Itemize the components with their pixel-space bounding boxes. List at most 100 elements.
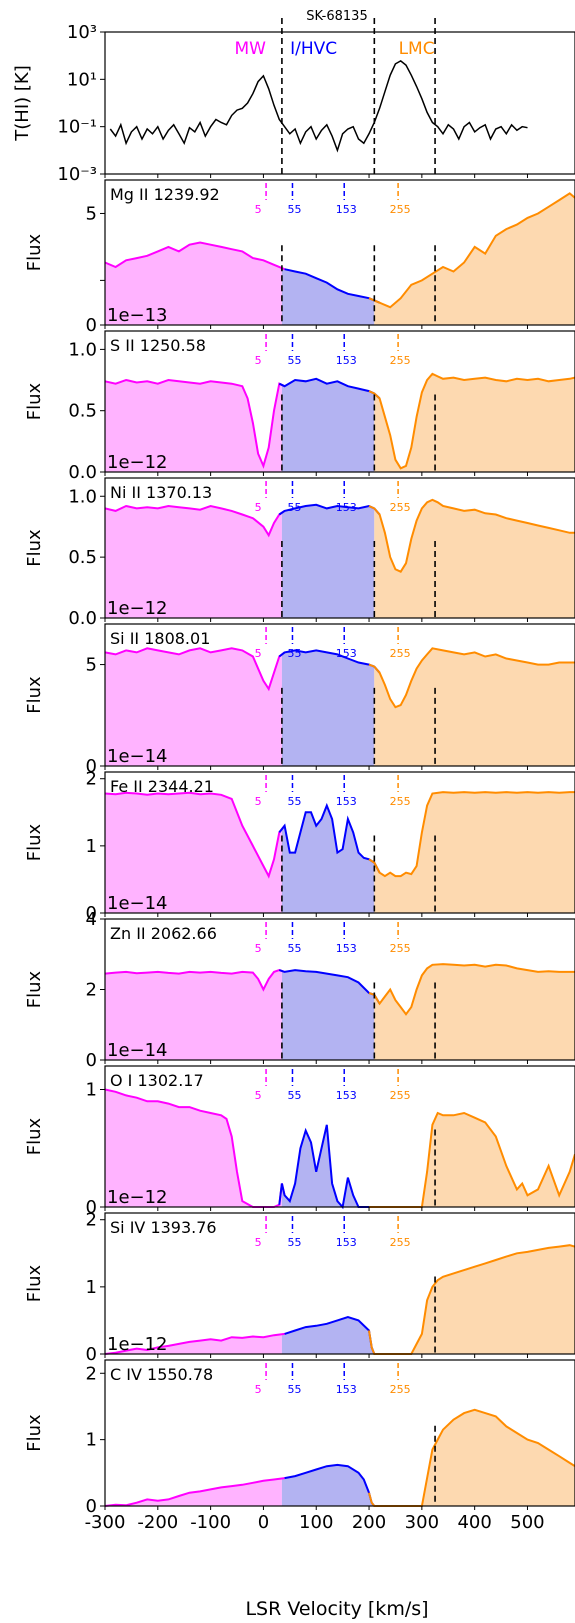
mg2-marker-label-3: 255 (390, 203, 411, 216)
si4-frame (104, 1212, 575, 1355)
x-axis-label: LSR Velocity [km/s] (245, 1598, 428, 1620)
xtick-label-3: 0 (258, 1512, 269, 1533)
mg2-marker-label-0: 5 (255, 203, 262, 216)
fe2-marker-label-0: 5 (255, 795, 262, 808)
ni2-ion-label: Ni II 1370.13 (110, 483, 212, 502)
ni2-ytick-label-2: 1.0 (68, 486, 97, 507)
ni2-frame (104, 477, 575, 619)
mg2-frame (104, 179, 575, 326)
hi-ytick-label-2: 10¹ (67, 69, 97, 90)
mg2-ylabel: Flux (24, 233, 45, 271)
c4-ytick-label-0: 0 (86, 1496, 97, 1517)
ni2-line-0 (104, 504, 286, 538)
region-label-0: MW (234, 39, 266, 59)
zn2-region-fill-0 (105, 970, 282, 1060)
mg2-region-fill-2 (374, 193, 575, 325)
si4-marker-label-3: 255 (390, 1236, 411, 1249)
hi-ytick-label-0: 10⁻³ (57, 164, 97, 185)
ni2-exponent: 1e−12 (107, 598, 168, 619)
region-label-1: I/HVC (290, 39, 337, 59)
si4-marker-label-0: 5 (255, 1236, 262, 1249)
zn2-ytick-label-0: 0 (86, 1050, 97, 1071)
c4-ylabel: Flux (24, 1414, 45, 1452)
o1-frame (104, 1065, 575, 1208)
s2-exponent: 1e−12 (107, 452, 168, 473)
zn2-ylabel: Flux (24, 970, 45, 1008)
fe2-line-0 (104, 791, 286, 879)
s2-ytick-label-2: 1.0 (68, 339, 97, 360)
s2-ytick-label-1: 0.5 (68, 401, 97, 422)
si4-marker-label-1: 55 (287, 1236, 301, 1249)
zn2-marker-label-1: 55 (287, 942, 301, 955)
zn2-ytick-label-1: 2 (86, 980, 97, 1001)
si4-region-fill-0 (105, 1334, 282, 1354)
si2-region-fill-1 (281, 650, 375, 766)
xtick-label-1: -200 (137, 1512, 178, 1533)
si4-ylabel: Flux (24, 1264, 45, 1302)
o1-marker-label-2: 153 (336, 1089, 357, 1102)
c4-frame (104, 1359, 575, 1507)
si4-marker-label-2: 153 (336, 1236, 357, 1249)
mg2-ion-label: Mg II 1239.92 (110, 185, 220, 204)
zn2-line-2 (368, 963, 575, 1016)
fe2-line-1 (278, 802, 381, 874)
mg2-region-fill-0 (105, 242, 282, 325)
ni2-ytick-label-0: 0.0 (68, 608, 97, 629)
s2-marker-label-1: 55 (287, 354, 301, 367)
si2-ytick-label-1: 5 (86, 655, 97, 676)
si4-region-fill-2 (374, 1245, 575, 1354)
fe2-ytick-label-2: 2 (86, 769, 97, 790)
o1-line-1 (278, 1124, 380, 1210)
c4-ytick-label-1: 1 (86, 1430, 97, 1451)
ni2-ylabel: Flux (24, 529, 45, 567)
s2-region-fill-0 (105, 380, 282, 472)
hi-frame (104, 31, 575, 175)
si2-exponent: 1e−14 (107, 746, 168, 767)
c4-marker-label-0: 5 (255, 1383, 262, 1396)
mg2-line-0 (104, 241, 285, 271)
fe2-marker-label-1: 55 (287, 795, 301, 808)
si2-ion-label: Si II 1808.01 (110, 629, 210, 648)
xtick-label-0: -300 (85, 1512, 126, 1533)
zn2-region-fill-2 (374, 964, 575, 1060)
zn2-exponent: 1e−14 (107, 1040, 168, 1061)
si2-ytick-label-0: 0 (86, 756, 97, 777)
c4-region-fill-1 (281, 1464, 375, 1506)
xtick-label-2: -100 (190, 1512, 231, 1533)
s2-marker-label-0: 5 (255, 354, 262, 367)
si2-region-fill-2 (374, 648, 575, 766)
fe2-exponent: 1e−14 (107, 893, 168, 914)
region-label-2: LMC (399, 39, 435, 59)
hi-ylabel: T(HI) [K] (12, 65, 33, 141)
fe2-marker-label-3: 255 (390, 795, 411, 808)
ni2-ytick-label-1: 0.5 (68, 547, 97, 568)
fe2-region-fill-0 (105, 792, 282, 913)
s2-ylabel: Flux (24, 382, 45, 420)
c4-marker-label-1: 55 (287, 1383, 301, 1396)
c4-region-fill-2 (374, 1409, 575, 1506)
xtick-label-4: 100 (299, 1512, 333, 1533)
fe2-line-2 (368, 791, 575, 878)
si4-line-0 (104, 1332, 285, 1355)
zn2-ytick-label-2: 4 (86, 909, 97, 930)
si4-ytick-label-0: 0 (86, 1344, 97, 1365)
zn2-line-0 (104, 969, 285, 992)
o1-ion-label: O I 1302.17 (110, 1071, 204, 1090)
fe2-ytick-label-0: 0 (86, 903, 97, 924)
mg2-ytick-label-0: 0 (86, 315, 97, 336)
fe2-marker-label-2: 153 (336, 795, 357, 808)
o1-ylabel: Flux (24, 1117, 45, 1155)
o1-marker-label-0: 5 (255, 1089, 262, 1102)
ni2-marker-label-2: 153 (336, 501, 357, 514)
s2-frame (104, 330, 575, 473)
mg2-line-2 (368, 192, 575, 309)
zn2-region-fill-1 (281, 970, 375, 1060)
o1-ytick-label-0: 0 (86, 1197, 97, 1218)
mg2-region-fill-1 (281, 268, 375, 325)
s2-marker-label-3: 255 (390, 354, 411, 367)
si2-marker-label-1: 55 (287, 647, 301, 660)
o1-ytick-label-1: 1 (86, 1080, 97, 1101)
si2-marker-label-2: 153 (336, 647, 357, 660)
zn2-marker-label-2: 153 (336, 942, 357, 955)
